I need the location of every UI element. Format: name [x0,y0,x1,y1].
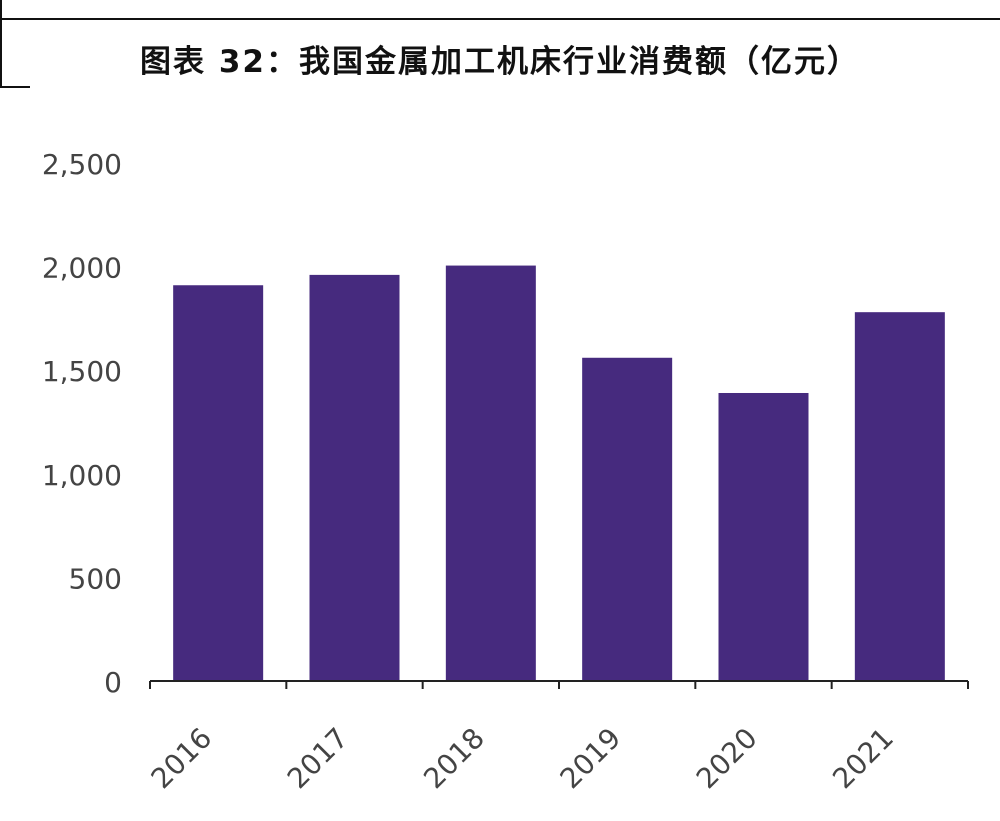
bar-2018 [445,265,536,681]
x-tick-label-2016: 2016 [145,721,219,795]
title-under-rule [0,86,30,88]
x-tick-label-2017: 2017 [281,721,355,795]
y-axis-ticks: 0 500 1,000 1,500 2,000 2,500 [42,148,122,699]
bar-2017 [309,274,400,681]
y-tick-label: 1,000 [42,459,122,492]
x-tick-label-2019: 2019 [554,721,628,795]
bar-2016 [173,285,264,681]
y-tick-label: 1,500 [42,355,122,388]
y-tick-label: 500 [69,562,122,595]
x-axis-ticks: 2016 2017 2018 2019 2020 2021 [145,681,969,795]
title-top-rule [0,18,1000,20]
x-tick-label-2021: 2021 [826,721,900,795]
bar-2021 [854,312,945,681]
bar-2019 [582,357,673,681]
y-tick-label: 2,500 [42,148,122,181]
y-tick-label: 2,000 [42,252,122,285]
title-left-rule [0,0,22,86]
x-tick-label-2018: 2018 [417,721,491,795]
chart-title: 图表 32：我国金属加工机床行业消费额（亿元） [140,44,860,80]
y-tick-label: 0 [104,666,122,699]
bars [173,265,945,681]
x-tick-label-2020: 2020 [690,721,764,795]
bar-2020 [718,392,809,681]
